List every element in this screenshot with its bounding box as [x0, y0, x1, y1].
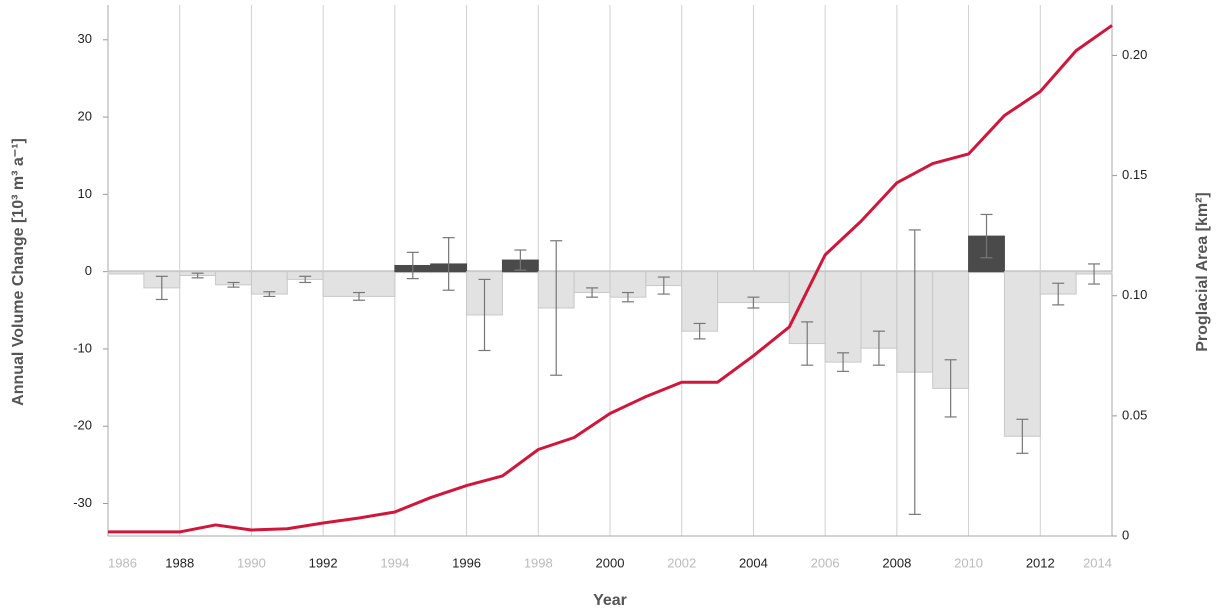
error-bar [227, 281, 240, 288]
y2-tick-label: 0.10 [1122, 287, 1147, 302]
y-tick-label: 20 [78, 109, 92, 124]
y-tick-label: 30 [78, 31, 92, 46]
error-bar [263, 291, 276, 297]
error-bar [299, 275, 312, 284]
error-bar [191, 272, 204, 279]
error-bar [944, 359, 957, 418]
y-tick-label: -20 [73, 418, 92, 433]
error-bar [478, 278, 491, 352]
x-tick-label: 2008 [882, 555, 911, 570]
x-tick-label: 1988 [165, 555, 194, 570]
error-bar [657, 276, 670, 295]
error-bar [980, 213, 993, 259]
error-bar [550, 240, 563, 376]
error-bar [155, 275, 168, 301]
error-bar [406, 251, 419, 280]
error-bar [353, 291, 365, 301]
x-axis-title: Year [593, 592, 627, 609]
error-bar [586, 287, 599, 298]
x-tick-label: 2014 [1083, 555, 1112, 570]
error-bar [1016, 418, 1029, 454]
error-bar [1052, 282, 1065, 306]
y2-tick-label: 0.20 [1122, 47, 1147, 62]
y-tick-label: 0 [85, 263, 92, 278]
y2-tick-label: 0 [1122, 527, 1129, 542]
x-tick-label: 2000 [596, 555, 625, 570]
error-bar [908, 229, 921, 515]
error-bar [837, 352, 850, 372]
y2-tick-label: 0.15 [1122, 167, 1147, 182]
x-tick-label: 2006 [811, 555, 840, 570]
error-bar [1088, 263, 1101, 285]
y-tick-label: -10 [73, 340, 92, 355]
x-tick-label: 1986 [108, 555, 137, 570]
y-axis-title: Annual Volume Change [10³ m³ a⁻¹] [10, 138, 27, 406]
bar [107, 271, 145, 275]
y2-tick-label: 0.05 [1122, 407, 1147, 422]
error-bar [693, 322, 706, 340]
x-tick-label: 1992 [309, 555, 338, 570]
area-line [108, 24, 1113, 534]
y2-axis-title: Proglacial Area [km²] [1194, 192, 1211, 351]
y-tick-label: -30 [73, 495, 92, 510]
x-tick-label: 1994 [380, 555, 409, 570]
bar [681, 271, 719, 332]
x-tick-label: 1990 [237, 555, 266, 570]
error-bar [442, 237, 455, 291]
error-bar [621, 291, 634, 303]
error-bar [872, 330, 885, 366]
bar [250, 271, 288, 295]
y-tick-label: 10 [78, 186, 92, 201]
x-tick-label: 2004 [739, 555, 768, 570]
error-bar [801, 321, 814, 366]
error-bar [514, 249, 527, 271]
bar [1003, 271, 1041, 437]
x-tick-label: 2002 [667, 555, 696, 570]
x-tick-label: 1996 [452, 555, 481, 570]
x-tick-label: 2012 [1026, 555, 1055, 570]
x-tick-label: 2010 [954, 555, 983, 570]
error-bar [747, 296, 760, 309]
x-tick-label: 1998 [524, 555, 553, 570]
bar [824, 271, 862, 363]
